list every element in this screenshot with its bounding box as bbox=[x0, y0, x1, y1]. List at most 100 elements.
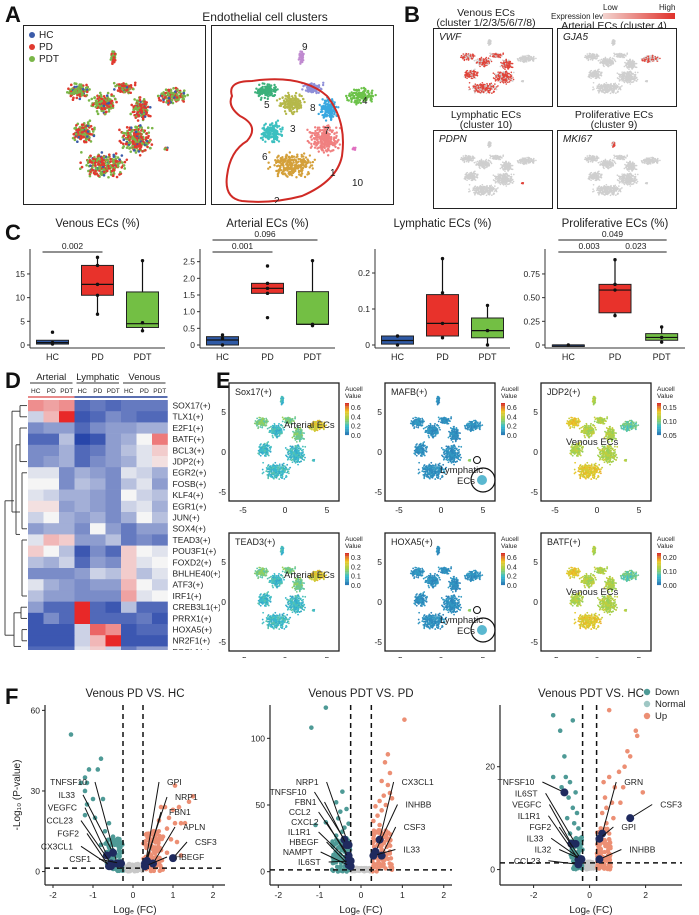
cell-point bbox=[474, 85, 476, 87]
cell-point bbox=[466, 77, 468, 80]
cell-point bbox=[74, 91, 78, 94]
cell-point bbox=[490, 60, 493, 63]
cell-point bbox=[93, 126, 96, 130]
cell-point bbox=[310, 134, 313, 138]
cell-point bbox=[289, 165, 293, 168]
cell-point bbox=[473, 76, 476, 79]
cell-point bbox=[162, 100, 165, 104]
cell-point bbox=[147, 114, 150, 117]
cell-point bbox=[139, 135, 143, 138]
cell-point bbox=[478, 64, 481, 67]
cell-point bbox=[112, 167, 115, 171]
cell-point bbox=[621, 75, 624, 78]
cell-point bbox=[112, 161, 116, 164]
cell-point bbox=[622, 72, 625, 74]
cell-point bbox=[636, 78, 639, 81]
cell-point bbox=[508, 72, 510, 75]
cell-point bbox=[175, 93, 179, 96]
cell-point bbox=[294, 159, 298, 162]
cell-point bbox=[88, 174, 92, 178]
cell-point bbox=[296, 153, 299, 156]
cell-point bbox=[290, 159, 293, 162]
colorbar-high: High bbox=[659, 3, 676, 12]
cell-point bbox=[125, 126, 129, 129]
cell-point bbox=[261, 85, 264, 89]
cell-point bbox=[324, 111, 327, 114]
cell-point bbox=[297, 164, 300, 168]
cell-point bbox=[110, 169, 114, 173]
cell-point bbox=[479, 83, 482, 85]
cell-point bbox=[495, 87, 498, 90]
cell-point bbox=[525, 57, 528, 60]
cell-point bbox=[307, 141, 311, 144]
cell-point bbox=[262, 91, 266, 94]
cell-point bbox=[285, 154, 289, 157]
cell-point bbox=[91, 103, 95, 107]
cell-point bbox=[300, 50, 303, 54]
cell-point bbox=[271, 94, 274, 97]
cell-point bbox=[506, 66, 508, 68]
cell-point bbox=[478, 61, 481, 64]
cell-point bbox=[332, 141, 336, 145]
cell-point bbox=[295, 164, 298, 168]
cell-point bbox=[518, 57, 521, 59]
cell-point bbox=[274, 130, 278, 133]
cell-point bbox=[326, 103, 330, 106]
cell-point bbox=[298, 100, 301, 103]
cell-point bbox=[164, 95, 167, 99]
cell-point bbox=[316, 128, 319, 131]
cell-point bbox=[102, 99, 106, 103]
cell-point bbox=[125, 158, 129, 162]
cell-point bbox=[114, 152, 118, 155]
cell-point bbox=[606, 83, 609, 86]
cell-point bbox=[311, 90, 314, 94]
cell-point bbox=[268, 85, 271, 88]
cell-point bbox=[298, 173, 301, 176]
cell-point bbox=[498, 72, 501, 74]
cell-point bbox=[350, 98, 353, 102]
cell-point bbox=[359, 101, 363, 105]
cell-point bbox=[292, 112, 295, 116]
cell-point bbox=[482, 83, 485, 86]
cell-point bbox=[126, 129, 129, 133]
cell-point bbox=[472, 85, 475, 88]
cell-point bbox=[300, 56, 304, 59]
cell-point bbox=[134, 135, 137, 138]
cell-point bbox=[90, 97, 94, 101]
cell-point bbox=[592, 81, 595, 84]
cell-point bbox=[306, 139, 310, 143]
cell-point bbox=[274, 90, 277, 94]
cell-point bbox=[264, 131, 268, 134]
cell-point bbox=[486, 87, 489, 90]
cluster-label: 7 bbox=[324, 126, 330, 137]
cell-point bbox=[619, 88, 622, 91]
cell-point bbox=[337, 106, 340, 109]
cell-point bbox=[462, 58, 464, 60]
cell-point bbox=[497, 71, 499, 73]
cell-point bbox=[269, 126, 273, 129]
cell-point bbox=[486, 63, 488, 66]
cell-point bbox=[109, 157, 112, 161]
cell-point bbox=[281, 126, 284, 129]
cell-point bbox=[97, 174, 100, 177]
cell-point bbox=[606, 86, 608, 89]
cell-point bbox=[267, 167, 270, 170]
cell-point bbox=[71, 136, 75, 140]
cell-point bbox=[123, 160, 127, 164]
cell-point bbox=[164, 91, 168, 95]
cell-point bbox=[126, 135, 130, 139]
cell-point bbox=[503, 79, 505, 82]
cell-point bbox=[485, 87, 488, 90]
cell-point bbox=[287, 171, 291, 174]
cell-point bbox=[182, 91, 186, 95]
cell-point bbox=[313, 146, 317, 149]
group-legend: HC PD PDT bbox=[29, 30, 59, 66]
cell-point bbox=[604, 88, 606, 91]
cell-point bbox=[619, 76, 621, 79]
cell-point bbox=[311, 160, 315, 164]
cell-point bbox=[596, 85, 599, 88]
cell-point bbox=[299, 54, 303, 57]
cell-point bbox=[140, 142, 144, 145]
cell-point bbox=[266, 128, 269, 131]
cell-point bbox=[492, 53, 494, 55]
